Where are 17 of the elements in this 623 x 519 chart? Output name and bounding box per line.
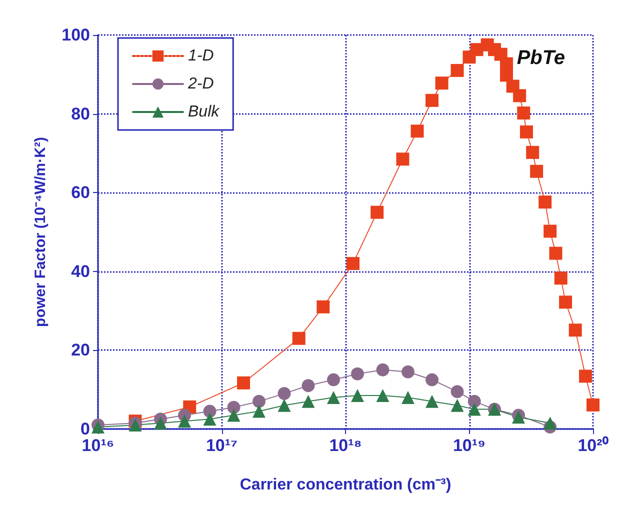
x-tick-label: 10¹⁶	[82, 436, 114, 455]
x-tick-label: 10¹⁹	[452, 436, 486, 455]
y-tick-label: 60	[71, 183, 90, 202]
annotation: PbTe	[516, 47, 565, 69]
y-tick-label: 0	[80, 420, 90, 438]
x-tick-label: 10²⁰	[578, 436, 608, 455]
y-axis-title: power Factor (10⁻⁴W/m·K²)	[32, 137, 49, 327]
legend-label: 1-D	[188, 48, 214, 64]
legend-label: 2-D	[187, 76, 214, 92]
y-tick-label: 40	[71, 262, 90, 281]
y-tick-label: 20	[71, 340, 90, 360]
x-axis-title: Carrier concentration (cm⁻³)	[240, 476, 452, 494]
legend-label: Bulk	[188, 104, 220, 120]
y-tick-label: 100	[62, 26, 90, 44]
y-tick-label: 80	[71, 104, 90, 124]
x-tick-label: 10¹⁷	[206, 436, 238, 455]
x-tick-label: 10¹⁸	[329, 436, 362, 455]
